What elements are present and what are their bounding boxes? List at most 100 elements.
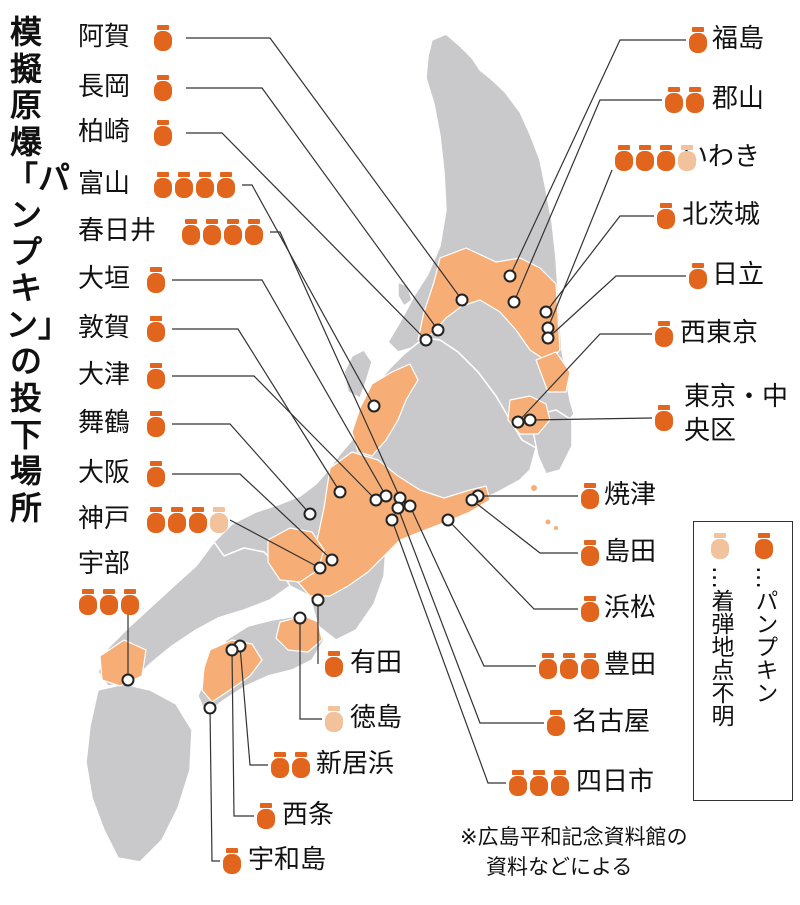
bomb-row-otsu	[146, 362, 167, 390]
affected-hokuriku	[351, 363, 419, 457]
site-label-kasugai: 春日井	[78, 216, 157, 246]
site-label-tokyo: 東京・中央区	[684, 382, 789, 446]
pumpkin-bomb-icon	[154, 120, 172, 146]
pumpkin-bomb-icon	[581, 596, 599, 622]
leader-line-koriyama	[513, 99, 662, 303]
pumpkin-bomb-icon	[154, 172, 172, 198]
bomb-row-tsuruga	[146, 315, 167, 343]
bomb-row-osaka	[146, 460, 167, 488]
site-label-maizuru: 舞鶴	[78, 408, 131, 438]
leader-line-nagaoka	[186, 87, 439, 331]
pumpkin-bomb-icon	[196, 172, 214, 198]
leader-line-hamamatsu	[447, 519, 578, 610]
pumpkin-bomb-icon	[292, 752, 310, 778]
leader-line-osaka	[172, 473, 333, 561]
site-label-nishitokyo: 西東京	[680, 318, 759, 348]
site-marker-nagoya	[391, 501, 405, 515]
pumpkin-bomb-icon	[539, 653, 557, 679]
unknown-bomb-icon	[325, 706, 343, 732]
bomb-row-tokushima	[324, 705, 345, 733]
pumpkin-bomb-icon	[203, 219, 221, 245]
site-marker-nishitokyo	[511, 415, 525, 429]
site-label-ogaki: 大垣	[78, 264, 131, 294]
bomb-row-hitachi	[688, 262, 709, 290]
pumpkin-bomb-icon	[581, 483, 599, 509]
site-label-hitachi: 日立	[712, 260, 765, 290]
bomb-row-fukushima	[688, 26, 709, 54]
site-label-aga: 阿賀	[78, 22, 131, 52]
bomb-row-aga	[153, 24, 174, 52]
site-label-uwajima: 宇和島	[248, 845, 327, 875]
legend: …着弾地点不明 …パンプキン	[693, 521, 793, 801]
site-label-saijo: 西条	[282, 800, 335, 830]
pumpkin-bomb-icon	[530, 770, 548, 796]
izu-island-3	[554, 526, 558, 530]
leader-line-shimada	[471, 499, 578, 554]
site-label-toyota: 豊田	[604, 650, 657, 680]
site-marker-otsu	[369, 493, 383, 507]
bomb-row-saijo	[256, 802, 277, 830]
unknown-bomb-icon	[678, 145, 696, 171]
pumpkin-bomb-icon	[551, 770, 569, 796]
site-marker-hitachi	[541, 331, 555, 345]
bomb-row-yaizu	[580, 482, 601, 510]
izu-island-1	[531, 485, 537, 491]
pumpkin-bomb-icon	[100, 589, 118, 615]
pumpkin-bomb-icon	[147, 461, 165, 487]
bomb-row-shimada	[580, 539, 601, 567]
leader-line-otsu	[172, 375, 377, 501]
site-label-kitaibaraki: 北茨城	[682, 200, 761, 230]
leader-line-toyama	[242, 184, 375, 407]
pumpkin-bomb-icon	[509, 770, 527, 796]
land-layer	[85, 33, 575, 863]
site-marker-kobe	[313, 561, 327, 575]
site-label-kashiwazaki: 柏崎	[78, 117, 131, 147]
site-label-tsuruga: 敦賀	[78, 313, 131, 343]
bomb-row-nagoya	[546, 709, 567, 737]
leader-line-kasugai	[270, 231, 401, 499]
site-marker-shimada	[465, 493, 479, 507]
pumpkin-bomb-icon	[655, 321, 673, 347]
pumpkin-bomb-icon	[271, 752, 289, 778]
site-label-ube: 宇部	[78, 549, 131, 579]
source-note-line2: 資料などによる	[486, 855, 633, 879]
site-marker-kashiwazaki	[419, 333, 433, 347]
leader-line-toyota	[409, 505, 536, 667]
leader-line-uwajima	[209, 707, 220, 862]
pumpkin-bomb-icon	[223, 848, 241, 874]
pumpkin-bomb-icon	[257, 803, 275, 829]
site-marker-maizuru	[303, 507, 317, 521]
bomb-row-yokkaichi	[508, 769, 571, 797]
leader-line-tokyo	[529, 417, 653, 421]
leader-line-aga	[186, 37, 463, 301]
site-label-toyama: 富山	[78, 169, 131, 199]
site-label-arida: 有田	[350, 648, 403, 678]
legend-pumpkin-label: …パンプキン	[751, 566, 777, 704]
small-islands	[531, 485, 558, 530]
bomb-row-niihama	[270, 751, 312, 779]
site-marker-tokushima	[293, 611, 307, 625]
site-label-nagoya: 名古屋	[572, 707, 651, 737]
site-label-yaizu: 焼津	[604, 480, 657, 510]
pumpkin-bomb-icon	[189, 507, 207, 533]
pumpkin-bomb-icon	[217, 172, 235, 198]
leader-line-tokushima	[299, 618, 322, 720]
pumpkin-bomb-icon	[657, 203, 675, 229]
pumpkin-bomb-icon	[121, 589, 139, 615]
site-label-otsu: 大津	[78, 360, 131, 390]
pumpkin-bomb-icon	[147, 363, 165, 389]
leader-line-nishitokyo	[517, 333, 652, 423]
pumpkin-bomb-icon	[147, 267, 165, 293]
pumpkin-bomb-icon	[245, 219, 263, 245]
leader-line-kitaibaraki	[545, 215, 654, 313]
noto-peninsula	[343, 349, 373, 399]
leader-lines	[127, 37, 686, 862]
site-label-osaka: 大阪	[78, 458, 131, 488]
leader-line-yokkaichi	[391, 519, 506, 784]
leader-line-nagoya	[397, 507, 544, 724]
pumpkin-bomb-icon	[147, 411, 165, 437]
bomb-row-maizuru	[146, 410, 167, 438]
site-marker-arida	[311, 593, 325, 607]
bomb-row-koriyama	[664, 86, 706, 114]
site-label-kobe: 神戸	[78, 504, 131, 534]
